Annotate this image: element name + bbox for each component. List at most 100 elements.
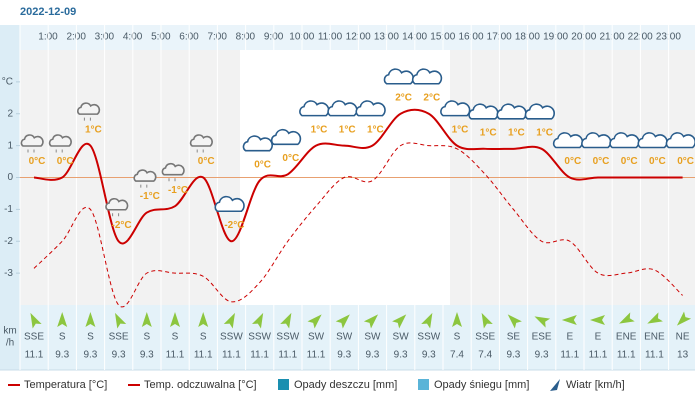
wind-direction: S xyxy=(143,332,150,343)
wind-direction: ENE xyxy=(616,332,637,343)
snow xyxy=(83,117,91,121)
wind-direction: SSW xyxy=(276,332,299,343)
weather-icon xyxy=(242,135,273,152)
temperature-label: 2°C xyxy=(423,92,440,103)
wind-direction: SSW xyxy=(248,332,271,343)
cloud xyxy=(524,103,555,120)
wind-arrow xyxy=(335,314,350,329)
cloud xyxy=(133,169,157,182)
cloud xyxy=(242,135,273,152)
wind-speed: 11.1 xyxy=(560,350,579,361)
cloud xyxy=(355,100,386,117)
wind-speed: 11.1 xyxy=(222,350,241,361)
wind-arrow xyxy=(198,312,209,327)
wind-speed: 11.1 xyxy=(589,350,608,361)
wind-arrow xyxy=(363,314,379,329)
wind-direction: ESE xyxy=(532,332,552,343)
weather-icon xyxy=(105,197,129,217)
wind-direction: SE xyxy=(507,332,521,343)
temperature-label: 0°C xyxy=(282,153,299,164)
temperature-label: 1°C xyxy=(452,124,469,135)
temperature-label: 0°C xyxy=(649,156,666,167)
legend-symbol xyxy=(550,379,560,391)
wind-arrow xyxy=(421,312,433,329)
weather-icon xyxy=(77,102,101,121)
wind-direction: SSE xyxy=(24,332,44,343)
temperature-label: 0°C xyxy=(29,156,46,167)
snow xyxy=(27,149,35,153)
temperature-label: 0°C xyxy=(198,156,215,167)
wind-arrow xyxy=(392,314,407,329)
y-tick-label: 2 xyxy=(7,108,13,119)
wind-unit: /h xyxy=(6,338,14,349)
y-tick-label: -2 xyxy=(4,236,13,247)
wind-arrow xyxy=(57,312,68,327)
weather-icon xyxy=(440,100,471,117)
wind-direction: SSE xyxy=(109,332,129,343)
wind-arrow xyxy=(647,312,663,324)
temperature-label: 1°C xyxy=(536,127,553,138)
wind-arrow xyxy=(534,316,551,328)
axis-column xyxy=(0,25,20,370)
weather-icon xyxy=(161,162,185,182)
wind-arrow xyxy=(170,312,180,327)
y-tick-label: 0 xyxy=(7,172,13,183)
wind-direction: SSW xyxy=(220,332,243,343)
legend-label: Opady śniegu [mm] xyxy=(434,379,529,391)
wind-speed: 9.3 xyxy=(394,350,408,361)
temperature-label: 0°C xyxy=(57,156,74,167)
wind-speed: 11.1 xyxy=(166,350,185,361)
weather-icon xyxy=(133,169,157,188)
wind-arrow xyxy=(452,312,462,327)
wind-arrow xyxy=(280,312,292,329)
temperature-label: 1°C xyxy=(85,124,102,135)
wind-arrow xyxy=(590,315,605,325)
wind-arrow xyxy=(223,312,235,329)
wind-arrow xyxy=(141,312,152,327)
legend-label: Wiatr [km/h] xyxy=(566,379,625,391)
weather-icon xyxy=(48,134,72,153)
wind-arrow xyxy=(307,314,322,329)
wind-speed: 9.3 xyxy=(365,350,379,361)
wind-speed: 9.3 xyxy=(140,350,154,361)
legend-label: Temp. odczuwalna [°C] xyxy=(144,379,257,391)
y-tick-label: -1 xyxy=(4,204,13,215)
cloud xyxy=(161,162,185,176)
temperature-label: 1°C xyxy=(508,127,525,138)
cloud xyxy=(665,132,695,149)
wind-unit: km xyxy=(3,326,16,337)
wind-speed: 7.4 xyxy=(478,350,492,361)
y-tick-label: -3 xyxy=(4,268,13,279)
cloud xyxy=(20,134,44,147)
cloud xyxy=(77,102,101,115)
wind-speed: 9.3 xyxy=(83,350,97,361)
wind-arrow xyxy=(561,315,577,325)
snow xyxy=(140,184,148,188)
wind-arrow xyxy=(30,312,42,329)
temperature-label: -2°C xyxy=(224,220,244,231)
legend-symbol xyxy=(418,379,429,390)
legend-label: Opady deszczu [mm] xyxy=(294,379,397,391)
temperature-label: 1°C xyxy=(480,127,497,138)
wind-speed: 11.1 xyxy=(617,350,636,361)
cloud xyxy=(105,197,129,211)
weather-icon xyxy=(189,134,213,153)
wind-speed: 9.3 xyxy=(422,350,436,361)
temperature-line xyxy=(33,108,683,245)
wind-direction: SSE xyxy=(475,332,495,343)
wind-direction: SW xyxy=(364,332,381,343)
weather-icon xyxy=(214,195,245,213)
wind-direction: S xyxy=(172,332,179,343)
snow xyxy=(55,149,63,153)
temperature-label: 2°C xyxy=(395,92,412,103)
temperature-label: 1°C xyxy=(339,124,356,135)
wind-direction: SW xyxy=(393,332,410,343)
feels-like-line xyxy=(33,142,683,308)
wind-speed: 11.1 xyxy=(25,350,44,361)
temperature-label: 0°C xyxy=(254,159,271,170)
wind-speed: 11.1 xyxy=(250,350,269,361)
cloud xyxy=(214,195,245,213)
wind-arrow xyxy=(619,312,635,324)
wind-speed: 11.1 xyxy=(278,350,297,361)
temperature-label: 0°C xyxy=(621,156,638,167)
